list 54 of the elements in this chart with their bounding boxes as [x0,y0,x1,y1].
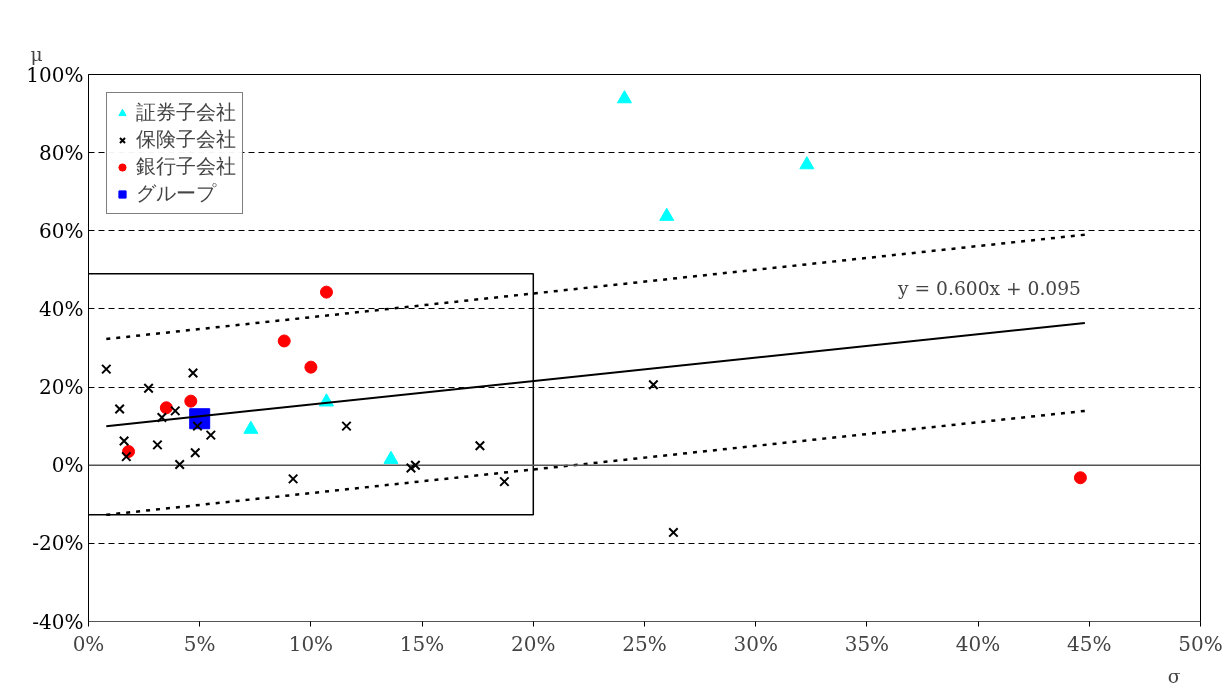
point [474,440,486,451]
point [152,439,163,451]
x-tick-label: 45% [1067,631,1112,656]
point [648,379,659,390]
point [319,285,333,299]
y-tick-label: 40% [39,296,84,321]
y-tick-label: 0% [51,453,84,478]
point [405,462,417,474]
x-tick-label: 15% [399,631,445,656]
point [304,360,318,374]
legend-label: グループ [136,180,216,207]
point [1073,471,1087,485]
point [192,420,203,432]
point [187,367,199,379]
point [184,394,198,408]
x-tick-label: 20% [511,631,556,656]
point [114,403,125,415]
point [190,447,201,458]
point [169,405,181,417]
point [156,412,168,423]
point [799,156,815,170]
point [121,451,132,462]
point [277,334,291,348]
y-tick-label: -40% [32,609,84,634]
x-tick-label: 10% [288,631,334,656]
x-tick-label: 0% [72,631,105,656]
point [668,527,679,538]
x-tick-label: 30% [733,631,778,656]
point [159,401,173,415]
legend-label: 証券子会社 [136,99,236,126]
x-axis-title: σ [1167,665,1181,687]
annotation: y = 0.600x + 0.095 [897,278,1081,299]
point [205,429,217,441]
x-tick-label: 50% [1178,631,1223,656]
point [616,90,632,104]
legend-label: 銀行子会社 [136,153,236,180]
legend-label: 保険子会社 [136,126,236,153]
point [287,473,299,485]
y-tick-label: 80% [39,140,84,165]
point [659,207,675,221]
x-tick-label: 25% [622,631,667,656]
x-tick-label: 40% [955,631,1001,656]
point [174,459,185,470]
x-tick-label: 5% [183,631,216,656]
point [118,435,130,447]
point [143,383,154,394]
y-tick-label: -20% [32,531,84,556]
point [499,476,510,487]
y-tick-label: 20% [39,375,84,400]
x-tick-label: 35% [844,631,890,656]
point [341,420,352,432]
point [101,363,112,375]
y-tick-label: 60% [39,218,84,243]
point [410,459,421,471]
